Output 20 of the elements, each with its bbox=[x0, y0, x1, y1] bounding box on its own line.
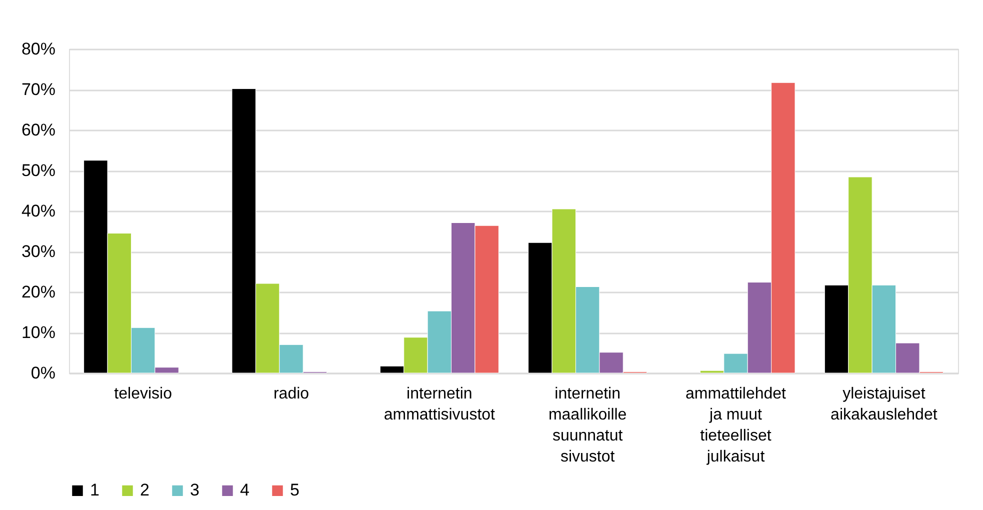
x-tick-label: radio bbox=[273, 386, 310, 402]
x-tick-label: yleistajuiset aikakauslehdet bbox=[830, 386, 938, 424]
y-tick-label: 50% bbox=[21, 161, 56, 180]
y-tick-label: 0% bbox=[30, 364, 56, 382]
x-tick-label: internetin ammattisivustot bbox=[384, 386, 496, 424]
legend-label: 2 bbox=[140, 480, 150, 500]
legend-label: 5 bbox=[290, 480, 300, 500]
y-tick-label: 10% bbox=[21, 323, 56, 342]
y-tick-label: 40% bbox=[21, 202, 56, 220]
legend-label: 3 bbox=[190, 480, 200, 500]
x-tick-label: ammattilehdet ja muut tieteelliset julkaisut bbox=[686, 386, 787, 466]
y-tick-label: 60% bbox=[21, 120, 56, 140]
y-tick-label: 70% bbox=[21, 80, 56, 99]
x-tick-label: televisio bbox=[114, 386, 172, 402]
y-tick-label: 80% bbox=[21, 40, 56, 58]
legend-label: 4 bbox=[240, 480, 250, 500]
y-tick-label: 30% bbox=[21, 242, 56, 261]
x-tick-label: internetin maallikoille suunnatut sivustot bbox=[548, 386, 627, 466]
y-tick-label: 20% bbox=[21, 282, 56, 302]
legend-label: 1 bbox=[90, 480, 100, 500]
